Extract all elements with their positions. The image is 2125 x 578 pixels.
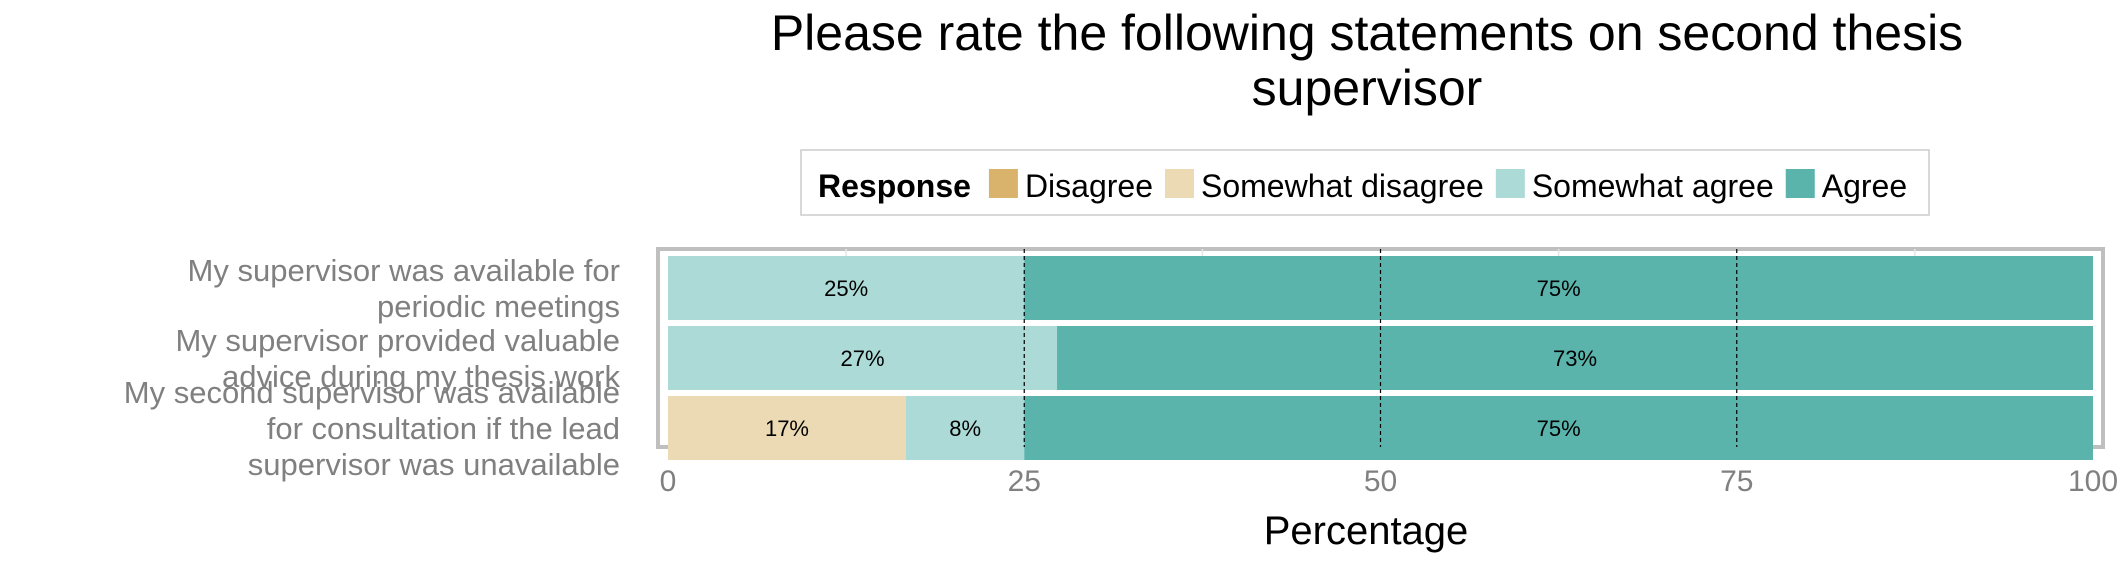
x-tick-label: 75 (1720, 465, 1753, 498)
data-label: 75% (1537, 416, 1581, 441)
x-axis-ticks: 0 25 50 75 100 (660, 465, 2118, 498)
legend-label-somewhat-disagree: Somewhat disagree (1201, 168, 1484, 204)
data-label: 73% (1553, 346, 1597, 371)
data-label: 25% (824, 276, 868, 301)
x-axis-title: Percentage (1264, 509, 1469, 553)
bar-agree (1057, 326, 2093, 390)
x-tick-label: 0 (660, 465, 677, 498)
bar-somewhat-agree (668, 256, 1025, 320)
data-label: 75% (1537, 276, 1581, 301)
legend-swatch-somewhat-disagree (1165, 169, 1194, 198)
x-tick-label: 50 (1364, 465, 1397, 498)
legend-swatch-agree (1785, 169, 1815, 198)
legend: Response Disagree Somewhat disagree Somewh… (800, 149, 1930, 216)
data-label: 17% (765, 416, 809, 441)
bars (668, 256, 2093, 466)
legend-label-disagree: Disagree (1025, 168, 1153, 204)
category-labels: My supervisor was available for periodic … (124, 253, 621, 482)
x-tick-label: 100 (2068, 465, 2118, 498)
reference-lines (1023, 249, 1738, 447)
bar-separator (668, 460, 2093, 466)
bar-somewhat-agree (668, 326, 1058, 390)
category-label: My supervisor was available for periodic … (188, 253, 620, 324)
data-labels: 25% 75% 27% 73% 17% 8% 75% (765, 276, 1597, 441)
chart-title-line-2: supervisor (1252, 60, 1483, 116)
chart-title-line-1: Please rate the following statements on … (771, 5, 1963, 61)
category-label: My supervisor provided valuable advice du… (175, 323, 620, 394)
data-label: 8% (949, 416, 981, 441)
x-tick-label: 25 (1008, 465, 1041, 498)
bar-somewhat-disagree (668, 396, 906, 460)
bar-somewhat-agree (905, 396, 1025, 460)
data-label: 27% (840, 346, 884, 371)
legend-title: Response (818, 168, 971, 204)
bar-agree (1024, 256, 2093, 320)
legend-label-somewhat-agree: Somewhat agree (1532, 168, 1774, 204)
legend-label-agree: Agree (1822, 168, 1907, 204)
category-label: My second supervisor was available for co… (124, 375, 620, 482)
bar-agree (1024, 396, 2093, 460)
legend-swatch-disagree (988, 169, 1018, 198)
legend-swatch-somewhat-agree (1495, 169, 1525, 198)
